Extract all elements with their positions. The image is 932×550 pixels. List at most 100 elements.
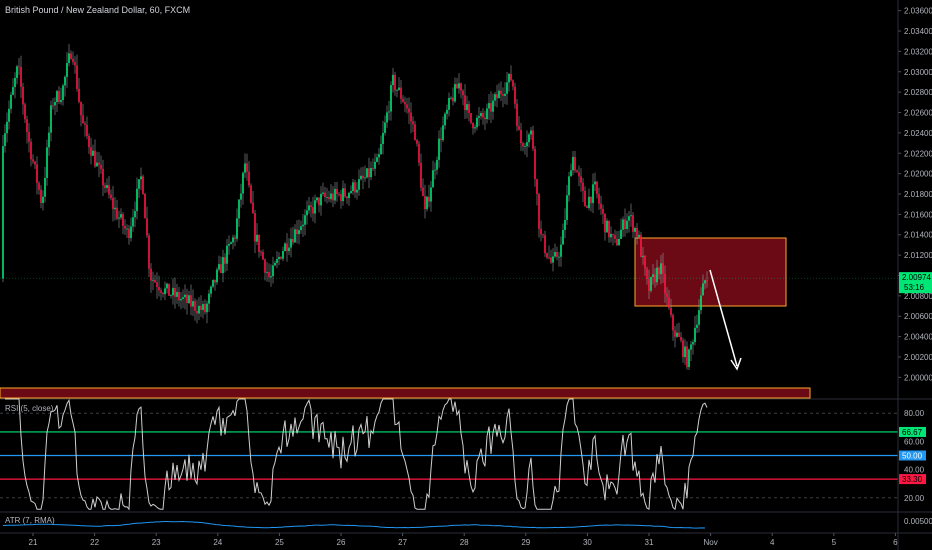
candle-body-145: [292, 238, 294, 243]
rsi-level-badge-upper: [899, 426, 926, 437]
candle-body-104: [210, 286, 212, 294]
candle-body-341: [684, 346, 686, 358]
candle-body-185: [372, 168, 374, 169]
candle-body-162: [326, 197, 328, 198]
candle-body-97: [196, 310, 198, 314]
candle-body-190: [382, 132, 384, 145]
candle-body-327: [656, 267, 658, 283]
candle-body-11: [24, 104, 26, 120]
candle-body-172: [346, 196, 348, 199]
time-tick-label-5: 26: [337, 538, 346, 547]
symbol-title: British Pound / New Zealand Dollar, 60, …: [5, 5, 191, 15]
rsi-level-badge-lower: [899, 474, 926, 485]
candle-body-211: [424, 196, 426, 210]
candle-body-194: [390, 85, 392, 112]
candle-body-10: [22, 86, 24, 105]
candle-body-206: [414, 124, 416, 141]
candle-body-23: [48, 132, 50, 148]
candles: [2, 44, 708, 370]
price-tick-label-8: 2.02000: [904, 170, 932, 179]
candle-body-89: [180, 298, 182, 301]
candle-body-329: [660, 263, 662, 275]
candle-body-263: [528, 134, 530, 143]
candle-body-236: [474, 127, 476, 129]
candle-body-210: [422, 187, 424, 197]
candle-body-17: [36, 164, 38, 184]
candle-body-254: [510, 73, 512, 81]
candle-body-268: [538, 194, 540, 229]
candle-body-293: [588, 196, 590, 208]
candle-body-91: [184, 294, 186, 298]
candle-body-153: [308, 205, 310, 211]
candle-body-60: [122, 214, 124, 227]
candle-body-310: [622, 219, 624, 230]
candle-body-227: [456, 84, 458, 89]
atr-pane: 0.00500: [2, 517, 932, 529]
candle-body-66: [134, 211, 136, 218]
time-tick-label-3: 24: [213, 538, 222, 547]
time-tick-label-12: 4: [770, 538, 775, 547]
candle-body-159: [320, 193, 322, 206]
candle-body-71: [144, 193, 146, 219]
candle-body-292: [586, 206, 588, 208]
time-tick-label-8: 29: [521, 538, 530, 547]
candle-body-249: [500, 90, 502, 95]
candle-body-138: [278, 256, 280, 260]
candle-body-88: [178, 291, 180, 301]
price-tick-label-5: 2.02600: [904, 109, 932, 118]
time-tick-label-6: 27: [398, 538, 407, 547]
candle-body-116: [234, 237, 236, 239]
candle-body-229: [460, 83, 462, 91]
candle-body-14: [30, 141, 32, 160]
candle-body-349: [700, 295, 702, 311]
rsi-tick-label-1: 60.00: [904, 437, 925, 446]
candle-body-12: [26, 119, 28, 133]
candle-body-342: [686, 346, 688, 368]
price-tick-label-11: 2.01400: [904, 231, 932, 240]
candle-body-113: [228, 243, 230, 246]
candle-body-235: [472, 122, 474, 129]
candle-body-26: [54, 102, 56, 106]
candle-body-68: [138, 179, 140, 189]
candle-body-61: [124, 226, 126, 229]
price-tick-label-7: 2.02200: [904, 149, 932, 158]
candle-body-312: [626, 220, 628, 230]
projection-arrow-line: [709, 269, 738, 367]
candle-body-255: [512, 80, 514, 87]
candle-body-219: [440, 138, 442, 141]
candle-body-56: [114, 207, 116, 210]
candle-body-106: [214, 279, 216, 283]
candle-body-32: [66, 62, 68, 77]
candle-body-27: [56, 91, 58, 103]
rsi-tick-label-3: 20.00: [904, 494, 925, 503]
time-axis: 2122232425262728293031Nov4567: [29, 533, 898, 547]
candle-body-303: [608, 220, 610, 238]
candle-body-281: [564, 219, 566, 231]
supply-zones: [0, 237, 811, 399]
candle-body-277: [556, 252, 558, 257]
candle-body-264: [530, 130, 532, 135]
candle-body-284: [570, 170, 572, 177]
candle-body-148: [298, 230, 300, 235]
candle-body-82: [166, 283, 168, 289]
candle-body-129: [260, 251, 262, 253]
candle-body-8: [18, 66, 20, 68]
candle-body-120: [242, 172, 244, 194]
candle-body-297: [596, 181, 598, 195]
rsi-line: [5, 398, 708, 511]
candle-body-15: [32, 159, 34, 162]
candle-body-189: [380, 144, 382, 155]
candle-body-18: [38, 183, 40, 190]
rsi-label: RSI (5, close): [5, 404, 54, 413]
candle-body-95: [192, 301, 194, 307]
candle-body-259: [520, 129, 522, 144]
candle-body-232: [466, 104, 468, 111]
candle-body-43: [88, 135, 90, 148]
atr-line: [2, 520, 706, 529]
candle-body-242: [486, 108, 488, 120]
candle-body-265: [532, 130, 534, 149]
candle-body-105: [212, 279, 214, 287]
candle-body-225: [452, 97, 454, 102]
candle-body-92: [186, 294, 188, 303]
